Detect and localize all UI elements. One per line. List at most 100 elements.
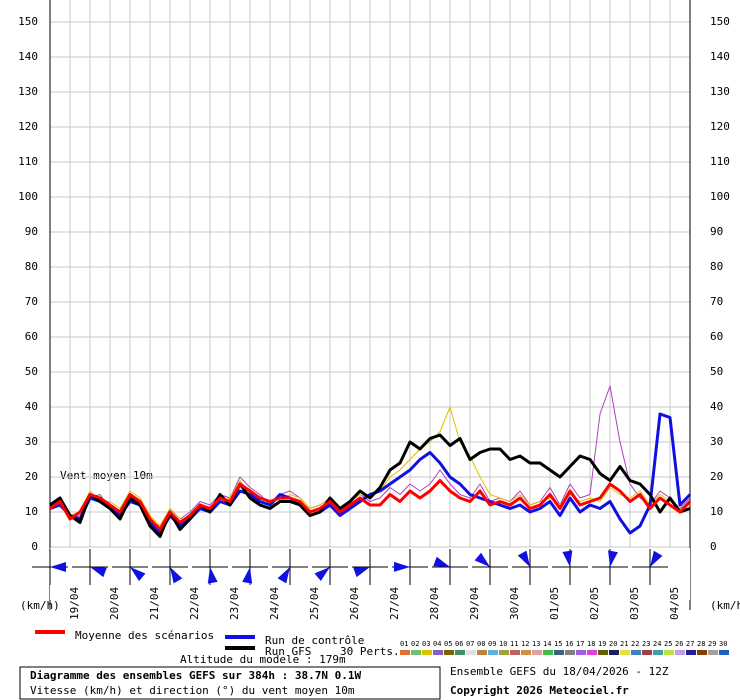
perturbation-label: 01 bbox=[400, 640, 408, 648]
perturbation-label: 13 bbox=[532, 640, 540, 648]
y-tick-label: 110 bbox=[18, 155, 38, 168]
y-tick-label: 70 bbox=[25, 295, 38, 308]
perturbation-label: 28 bbox=[697, 640, 705, 648]
perturbations-label: 30 Perts. bbox=[340, 645, 400, 658]
perturbation-swatch bbox=[642, 650, 652, 655]
perturbation-swatch bbox=[631, 650, 641, 655]
rose-petal bbox=[314, 567, 330, 582]
series-line bbox=[49, 479, 692, 531]
perturbation-swatch bbox=[587, 650, 597, 655]
y-tick-label: 60 bbox=[25, 330, 38, 343]
x-tick-label: 23/04 bbox=[228, 587, 241, 620]
y-tick-label-right: 90 bbox=[710, 225, 723, 238]
perturbation-swatch bbox=[708, 650, 718, 655]
x-tick-label: 04/05 bbox=[668, 587, 681, 620]
y-tick-label-right: 40 bbox=[710, 400, 723, 413]
perturbation-swatch bbox=[488, 650, 498, 655]
perturbation-swatch bbox=[609, 650, 619, 655]
title-box bbox=[19, 666, 441, 700]
y-tick-label: 20 bbox=[25, 470, 38, 483]
y-tick-label-right: 150 bbox=[710, 15, 730, 28]
y-tick-label-right: 80 bbox=[710, 260, 723, 273]
annotation: Vent moyen 10m bbox=[60, 469, 153, 482]
y-tick-label-right: 100 bbox=[710, 190, 730, 203]
perturbation-label: 16 bbox=[565, 640, 573, 648]
perturbation-label: 15 bbox=[554, 640, 562, 648]
x-tick-label: 22/04 bbox=[188, 587, 201, 620]
x-tick-label: 28/04 bbox=[428, 587, 441, 620]
y-tick-label: 130 bbox=[18, 85, 38, 98]
perturbation-label: 02 bbox=[411, 640, 419, 648]
perturbation-swatch bbox=[697, 650, 707, 655]
perturbation-swatch bbox=[422, 650, 432, 655]
x-tick-label: 29/04 bbox=[468, 587, 481, 620]
perturbation-swatch bbox=[543, 650, 553, 655]
perturbation-label: 06 bbox=[455, 640, 463, 648]
perturbation-swatch bbox=[477, 650, 487, 655]
perturbation-label: 27 bbox=[686, 640, 694, 648]
perturbation-swatch bbox=[719, 650, 729, 655]
perturbation-swatch bbox=[411, 650, 421, 655]
y-tick-label-right: 20 bbox=[710, 470, 723, 483]
perturbation-label: 04 bbox=[433, 640, 441, 648]
y-tick-label: 40 bbox=[25, 400, 38, 413]
rose-petal bbox=[650, 550, 663, 567]
rose-petal bbox=[608, 550, 618, 567]
perturbation-swatch bbox=[664, 650, 674, 655]
perturbation-label: 30 bbox=[719, 640, 727, 648]
y-tick-label: 10 bbox=[25, 505, 38, 518]
perturbation-swatch bbox=[521, 650, 531, 655]
perturbation-label: 21 bbox=[620, 640, 628, 648]
rose-petal bbox=[207, 567, 218, 584]
perturbation-label: 18 bbox=[587, 640, 595, 648]
y-tick-label: 90 bbox=[25, 225, 38, 238]
y-tick-label: 80 bbox=[25, 260, 38, 273]
perturbation-label: 12 bbox=[521, 640, 529, 648]
y-tick-label: 120 bbox=[18, 120, 38, 133]
perturbation-label: 09 bbox=[488, 640, 496, 648]
y-tick-label-right: 10 bbox=[710, 505, 723, 518]
x-tick-label: 20/04 bbox=[108, 587, 121, 620]
perturbation-swatch bbox=[444, 650, 454, 655]
rose-petal bbox=[433, 556, 450, 567]
rose-petal bbox=[517, 550, 530, 567]
x-tick-label: 01/05 bbox=[548, 587, 561, 620]
rose-petal bbox=[50, 562, 66, 572]
perturbation-swatch bbox=[675, 650, 685, 655]
perturbation-swatch bbox=[576, 650, 586, 655]
perturbation-label: 08 bbox=[477, 640, 485, 648]
y-label-right: (km/h) bbox=[710, 599, 740, 612]
y-tick-label-right: 0 bbox=[710, 540, 717, 553]
perturbation-swatch bbox=[565, 650, 575, 655]
perturbation-label: 20 bbox=[609, 640, 617, 648]
legend-label: Moyenne des scénarios bbox=[75, 629, 214, 642]
perturbation-label: 11 bbox=[510, 640, 518, 648]
y-tick-label: 0 bbox=[31, 540, 38, 553]
chart-subtitle: Vitesse (km/h) et direction (°) du vent … bbox=[30, 684, 355, 697]
perturbation-label: 10 bbox=[499, 640, 507, 648]
perturbation-label: 14 bbox=[543, 640, 551, 648]
perturbation-label: 26 bbox=[675, 640, 683, 648]
altitude: Altitude du modele : 179m bbox=[180, 653, 346, 666]
rose-petal bbox=[90, 567, 107, 578]
x-tick-label: 21/04 bbox=[148, 587, 161, 620]
perturbation-swatch bbox=[433, 650, 443, 655]
rose-petal bbox=[130, 567, 146, 582]
perturbation-label: 25 bbox=[664, 640, 672, 648]
perturbation-label: 03 bbox=[422, 640, 430, 648]
x-tick-label: 27/04 bbox=[388, 587, 401, 620]
perturbation-swatch bbox=[598, 650, 608, 655]
x-tick-label: 25/04 bbox=[308, 587, 321, 620]
y-tick-label-right: 60 bbox=[710, 330, 723, 343]
series-line bbox=[49, 433, 691, 538]
perturbation-label: 17 bbox=[576, 640, 584, 648]
x-tick-label: 24/04 bbox=[268, 587, 281, 620]
perturbation-label: 05 bbox=[444, 640, 452, 648]
y-tick-label: 150 bbox=[18, 15, 38, 28]
perturbation-label: 19 bbox=[598, 640, 606, 648]
perturbation-swatch bbox=[686, 650, 696, 655]
rose-petal bbox=[353, 567, 370, 578]
perturbation-swatch bbox=[653, 650, 663, 655]
x-tick-label: 26/04 bbox=[348, 587, 361, 620]
